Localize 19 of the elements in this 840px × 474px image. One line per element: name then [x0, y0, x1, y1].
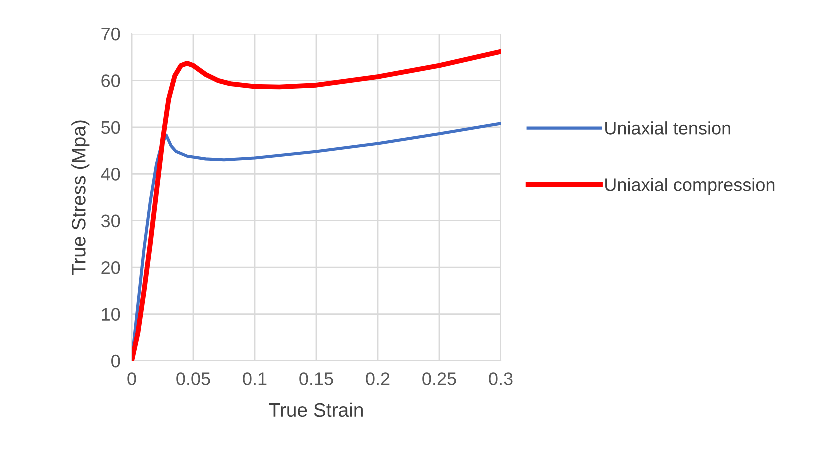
x-tick-label: 0.1: [243, 372, 267, 386]
y-tick-label: 60: [102, 74, 120, 88]
legend-label: Uniaxial compression: [606, 178, 775, 195]
y-axis-title: True Stress (Mpa): [72, 120, 90, 276]
y-tick-label: 30: [101, 214, 120, 228]
y-tick-label: 70: [102, 28, 120, 41]
y-tick-label: 50: [102, 121, 120, 134]
legend-label: Uniaxial tension: [606, 122, 730, 135]
x-tick-label: 0.25: [422, 372, 456, 386]
x-tick-label: 0.05: [176, 372, 210, 386]
x-axis-title: True Strain: [269, 402, 363, 418]
x-tick-label: 0.15: [300, 372, 334, 386]
y-tick-label: 10: [102, 308, 120, 322]
y-tick-label: 20: [102, 262, 120, 274]
x-tick-label: 0.3: [489, 372, 513, 386]
y-tick-label: 0: [112, 354, 120, 368]
y-tick-label: 40: [101, 168, 120, 181]
x-tick-label: 0: [128, 372, 136, 386]
x-tick-label: 0.2: [366, 372, 390, 386]
